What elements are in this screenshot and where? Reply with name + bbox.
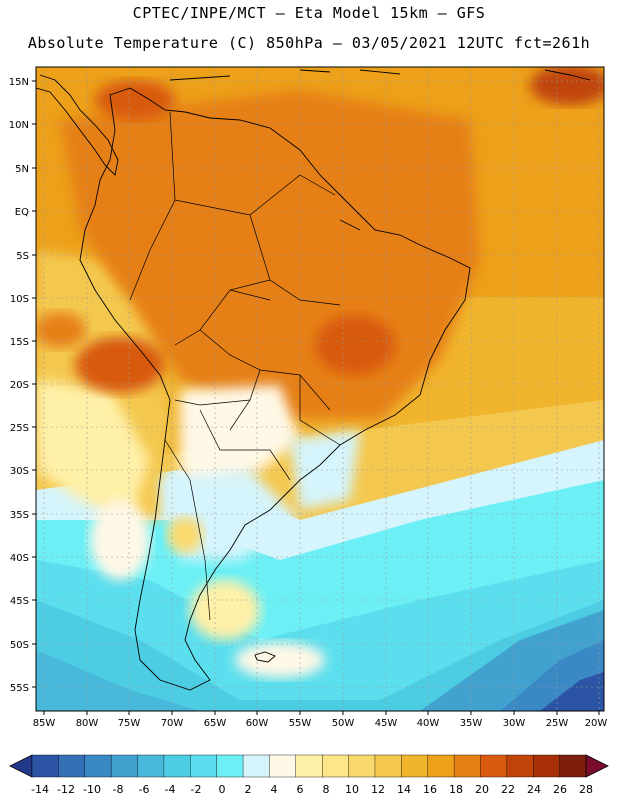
lat-label: 20S — [10, 380, 29, 391]
colorbar-label: 18 — [449, 783, 463, 796]
lon-label: 55W — [289, 718, 312, 729]
colorbar-label: -14 — [31, 783, 49, 796]
colorbar-swatch — [453, 754, 481, 778]
colorbar-swatch — [163, 754, 191, 778]
colorbar-label: 28 — [579, 783, 593, 796]
lat-label: 40S — [10, 553, 29, 564]
colorbar-swatch — [269, 754, 297, 778]
lon-label: 85W — [33, 718, 56, 729]
lon-label: 65W — [204, 718, 227, 729]
temperature-field — [36, 67, 604, 711]
lat-label: 15S — [10, 337, 29, 348]
colorbar-label: 6 — [297, 783, 304, 796]
colorbar-swatch — [348, 754, 376, 778]
lat-label: 30S — [10, 466, 29, 477]
colorbar-label: 8 — [323, 783, 330, 796]
colorbar-swatch — [559, 754, 587, 778]
colorbar-swatch — [58, 754, 86, 778]
colorbar-label: 24 — [527, 783, 541, 796]
lon-label: 45W — [375, 718, 398, 729]
colorbar-label: 20 — [475, 783, 489, 796]
map-title-line2: Absolute Temperature (C) 850hPa – 03/05/… — [27, 34, 591, 52]
lat-label: 25S — [10, 423, 29, 434]
colorbar-swatch — [216, 754, 244, 778]
colorbar-label: -10 — [83, 783, 101, 796]
lat-label: 55S — [10, 683, 29, 694]
map-title-line1: CPTEC/INPE/MCT – Eta Model 15km – GFS — [132, 4, 486, 22]
longitude-axis: 85W 80W 75W 70W 65W 60W 55W 50W 45W 40W … — [33, 711, 608, 729]
colorbar-swatch — [242, 754, 270, 778]
colorbar-swatch — [506, 754, 534, 778]
colorbar-swatch — [137, 754, 165, 778]
lat-label: 15N — [9, 77, 29, 88]
colorbar-low-arrow — [9, 754, 33, 778]
lon-label: 20W — [585, 718, 608, 729]
colorbar-swatch — [190, 754, 218, 778]
lon-label: 50W — [332, 718, 355, 729]
falkland-islands — [254, 651, 276, 663]
colorbar-swatch — [110, 754, 139, 778]
colorbar-swatch — [480, 754, 508, 778]
lon-label: 25W — [546, 718, 569, 729]
caribbean-islands — [169, 69, 591, 81]
lat-label: 50S — [10, 640, 29, 651]
colorbar-swatch — [295, 754, 323, 778]
lon-label: 75W — [118, 718, 141, 729]
lat-label: 5S — [16, 251, 29, 262]
lon-label: 80W — [76, 718, 99, 729]
lat-label: 10N — [9, 120, 29, 131]
graticule — [36, 67, 604, 711]
map-frame — [35, 66, 605, 712]
colorbar-high-arrow — [585, 754, 609, 778]
colorbar-label: -8 — [113, 783, 124, 796]
colorbar-label: 10 — [345, 783, 359, 796]
country-borders — [129, 111, 361, 621]
colorbar: -14 -12 -10 -8 -6 -4 -2 0 2 4 6 8 10 12 … — [9, 754, 609, 796]
colorbar-label: 26 — [553, 783, 567, 796]
colorbar-label: 22 — [501, 783, 515, 796]
lon-label: 40W — [417, 718, 440, 729]
colorbar-swatch — [401, 754, 429, 778]
central-america-coastline — [36, 74, 119, 176]
lon-label: 70W — [161, 718, 184, 729]
colorbar-swatch — [84, 754, 112, 778]
lon-label: 60W — [246, 718, 269, 729]
colorbar-label: 12 — [371, 783, 385, 796]
lat-label: 35S — [10, 510, 29, 521]
colorbar-label: 0 — [219, 783, 226, 796]
south-america-coastline — [79, 87, 471, 691]
colorbar-swatch — [427, 754, 455, 778]
colorbar-label: 14 — [397, 783, 411, 796]
lon-label: 35W — [460, 718, 483, 729]
colorbar-swatch — [374, 754, 402, 778]
lon-label: 30W — [503, 718, 526, 729]
colorbar-swatch — [31, 754, 59, 778]
colorbar-label: -6 — [139, 783, 150, 796]
colorbar-swatch — [321, 754, 350, 778]
lat-label: 45S — [10, 596, 29, 607]
colorbar-label: -2 — [191, 783, 202, 796]
lat-label: 5N — [15, 164, 29, 175]
lat-label: 10S — [10, 294, 29, 305]
lat-label: EQ — [15, 207, 29, 218]
colorbar-label: 2 — [245, 783, 252, 796]
colorbar-swatch — [533, 754, 561, 778]
latitude-axis: 15N 10N 5N EQ 5S 10S 15S 20S 25S 30S 35S… — [9, 77, 36, 694]
colorbar-label: -4 — [165, 783, 176, 796]
colorbar-label: 4 — [271, 783, 278, 796]
colorbar-label: 16 — [423, 783, 437, 796]
colorbar-label: -12 — [57, 783, 75, 796]
